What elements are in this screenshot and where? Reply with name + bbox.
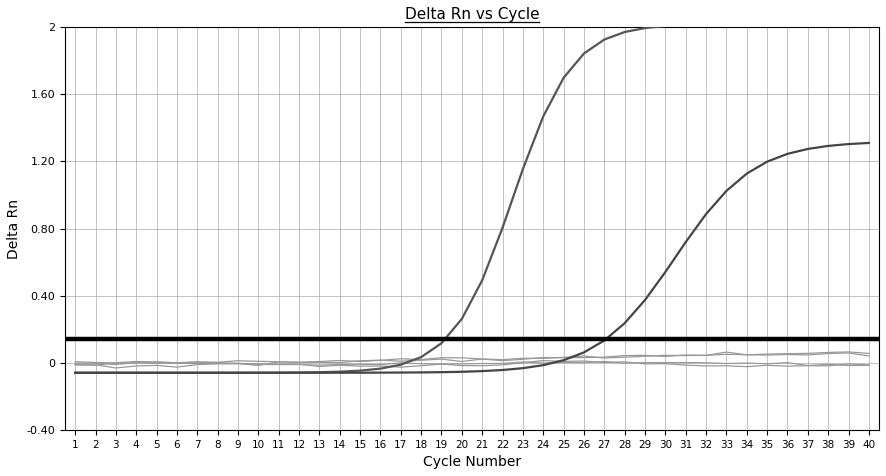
- Title: Delta Rn vs Cycle: Delta Rn vs Cycle: [405, 7, 540, 22]
- X-axis label: Cycle Number: Cycle Number: [423, 455, 521, 469]
- Y-axis label: Delta Rn: Delta Rn: [7, 198, 21, 258]
